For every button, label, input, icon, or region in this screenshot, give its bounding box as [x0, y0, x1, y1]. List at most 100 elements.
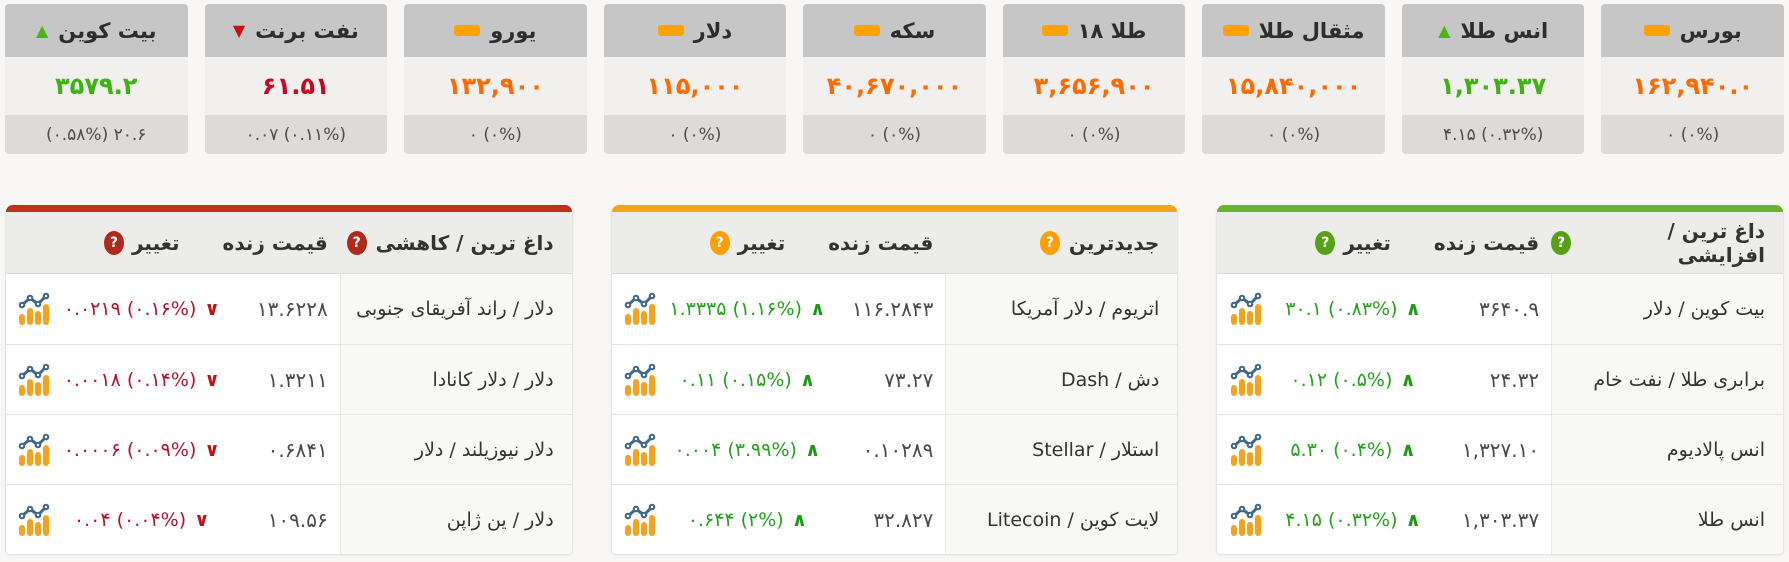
- instrument-name[interactable]: برابری طلا / نفت خام: [1551, 345, 1783, 414]
- mini-chart-icon[interactable]: [15, 433, 53, 467]
- mini-chart-icon[interactable]: [1227, 292, 1265, 326]
- table-row[interactable]: لایت کوین / Litecoin ۳۲.۸۲۷ ۰.۶۴۴ (۲%) ∧: [611, 484, 1178, 554]
- ticker-title: سکه: [803, 4, 986, 57]
- up-caret-icon: ∧: [799, 368, 816, 391]
- mini-chart-icon[interactable]: [15, 292, 53, 326]
- live-price: ۳۶۴۰.۹: [1479, 297, 1540, 321]
- table-title: داغ ترین / کاهشی: [375, 230, 554, 255]
- live-price: ۱۱۶.۲۸۴۳: [851, 297, 934, 321]
- column-header-live-price: قیمت زنده: [222, 230, 328, 255]
- mini-chart-icon[interactable]: [1227, 433, 1265, 467]
- ticker-value: ۶۱.۵۱: [204, 57, 388, 115]
- live-price: ۱,۳۰۳.۳۷: [1461, 507, 1540, 532]
- instrument-name[interactable]: اتریوم / دلار آمریکا: [945, 274, 1178, 344]
- change-cell: ۰.۱۱ (۰.۱۵%) ∧: [668, 369, 826, 391]
- instrument-name[interactable]: بیت کوین / دلار: [1551, 274, 1783, 344]
- ticker-value: ۱۶۲,۹۴۰.۰: [1601, 57, 1784, 115]
- change-value: ۰.۰۰۱۸ (۰.۱۴%): [63, 368, 197, 391]
- table-row[interactable]: دش / Dash ۷۳.۲۷ ۰.۱۱ (۰.۱۵%) ∧: [611, 344, 1178, 414]
- ticker-value: ۱۳۲,۹۰۰: [404, 57, 587, 115]
- mini-chart-icon[interactable]: [621, 363, 659, 397]
- change-cell: ۴.۱۵ (۰.۳۲%) ∧: [1274, 509, 1432, 531]
- change-cell: ۰.۰۰۴ (۳.۹۹%) ∧: [668, 439, 826, 461]
- instrument-name[interactable]: لایت کوین / Litecoin: [945, 485, 1178, 554]
- table-row[interactable]: اتریوم / دلار آمریکا ۱۱۶.۲۸۴۳ ۱.۳۳۳۵ (۱.…: [612, 274, 1178, 344]
- ticker-card-gold-18[interactable]: طلا ۱۸ ۳,۶۵۶,۹۰۰ ۰ (۰%): [1002, 4, 1186, 154]
- help-icon[interactable]: ?: [1315, 230, 1336, 255]
- table-row[interactable]: دلار نیوزیلند / دلار ۰.۶۸۴۱ ۰.۰۰۰۶ (۰.۰۹…: [5, 414, 572, 484]
- table-row[interactable]: استلار / Stellar ۰.۱۰۲۸۹ ۰.۰۰۴ (۳.۹۹%) ∧: [611, 414, 1178, 484]
- instrument-name[interactable]: استلار / Stellar: [945, 415, 1178, 484]
- up-caret-icon: ∧: [791, 508, 808, 531]
- table-newest: جدیدترین ? قیمت زنده تغییر ? اتریوم / دل…: [610, 205, 1179, 555]
- change-cell: ۵.۳۰ (۰.۴%) ∧: [1274, 439, 1432, 461]
- ticker-card-gold-mithqal[interactable]: مثقال طلا ۱۵,۸۴۰,۰۰۰ ۰ (۰%): [1202, 4, 1385, 154]
- ticker-change: ۰ (۰%): [1601, 115, 1784, 154]
- mini-chart-icon[interactable]: [1227, 363, 1265, 397]
- change-value: ۰.۰۴ (۰.۰۴%): [73, 508, 187, 531]
- table-row[interactable]: انس طلا ۱,۳۰۳.۳۷ ۴.۱۵ (۰.۳۲%) ∧: [1217, 484, 1783, 554]
- ticker-value: ۴۰,۶۷۰,۰۰۰: [803, 57, 986, 115]
- ticker-card-bourse[interactable]: بورس ۱۶۲,۹۴۰.۰ ۰ (۰%): [1601, 4, 1784, 154]
- dash-icon: [1041, 25, 1068, 36]
- table-row[interactable]: بیت کوین / دلار ۳۶۴۰.۹ ۳۰.۱ (۰.۸۳%) ∧: [1217, 274, 1783, 344]
- change-cell: ۱.۳۳۳۵ (۱.۱۶%) ∧: [668, 298, 826, 320]
- change-cell: ۰.۱۲ (۰.۵%) ∧: [1274, 369, 1432, 391]
- column-header-live-price: قیمت زنده: [1433, 230, 1540, 255]
- mini-chart-icon[interactable]: [621, 503, 659, 537]
- table-row[interactable]: دلار / ین ژاپن ۱۰۹.۵۶ ۰.۰۴ (۰.۰۴%) ∨: [5, 484, 572, 554]
- instrument-name[interactable]: دش / Dash: [945, 345, 1178, 414]
- instrument-name[interactable]: دلار / راند آفریقای جنوبی: [339, 274, 572, 344]
- change-cell: ۰.۰۰۱۸ (۰.۱۴%) ∨: [63, 369, 221, 391]
- mini-chart-icon[interactable]: [621, 433, 659, 467]
- up-caret-icon: ∧: [1405, 298, 1421, 320]
- table-row[interactable]: برابری طلا / نفت خام ۲۴.۳۲ ۰.۱۲ (۰.۵%) ∧: [1217, 344, 1783, 414]
- ticker-value: ۳۵۷۹.۲: [4, 57, 188, 115]
- instrument-name[interactable]: دلار / ین ژاپن: [339, 485, 572, 554]
- ticker-card-dollar[interactable]: دلار ۱۱۵,۰۰۰ ۰ (۰%): [603, 4, 787, 154]
- ticker-title: انس طلا ▲: [1401, 4, 1585, 57]
- up-triangle-icon: ▲: [1438, 20, 1451, 40]
- ticker-card-brent-oil[interactable]: نفت برنت ▼ ۶۱.۵۱ ۰.۰۷ (۰.۱۱%): [204, 4, 388, 154]
- ticker-card-gold-ounce[interactable]: انس طلا ▲ ۱,۳۰۳.۳۷ ۴.۱۵ (۰.۳۲%): [1401, 4, 1585, 154]
- mini-chart-icon[interactable]: [1227, 503, 1265, 537]
- ticker-label: یورو: [490, 18, 537, 43]
- mini-chart-icon[interactable]: [621, 292, 659, 326]
- ticker-card-bitcoin[interactable]: بیت کوین ▲ ۳۵۷۹.۲ (۰.۵۸%) ۲۰.۶: [4, 4, 188, 154]
- table-accent-bar: [1217, 205, 1783, 212]
- instrument-name[interactable]: دلار / دلار کانادا: [339, 345, 572, 414]
- change-value: ۳۰.۱ (۰.۸۳%): [1285, 298, 1398, 320]
- table-row[interactable]: دلار / دلار کانادا ۱.۳۲۱۱ ۰.۰۰۱۸ (۰.۱۴%)…: [5, 344, 572, 414]
- ticker-label: بورس: [1679, 18, 1742, 43]
- table-row[interactable]: دلار / راند آفریقای جنوبی ۱۳.۶۲۲۸ ۰.۰۲۱۹…: [6, 274, 572, 344]
- mini-chart-icon[interactable]: [15, 363, 53, 397]
- table-row[interactable]: انس پالادیوم ۱,۳۲۷.۱۰ ۵.۳۰ (۰.۴%) ∧: [1217, 414, 1783, 484]
- help-icon[interactable]: ?: [709, 230, 730, 255]
- ticker-label: نفت برنت: [255, 18, 359, 43]
- change-value: ۰.۰۰۴ (۳.۹۹%): [674, 438, 797, 461]
- ticker-change: ۴.۱۵ (۰.۳۲%): [1401, 115, 1585, 154]
- help-icon[interactable]: ?: [1551, 230, 1572, 255]
- ticker-card-coin[interactable]: سکه ۴۰,۶۷۰,۰۰۰ ۰ (۰%): [803, 4, 986, 154]
- ticker-value: ۳,۶۵۶,۹۰۰: [1002, 57, 1186, 115]
- instrument-name[interactable]: انس طلا: [1551, 485, 1783, 554]
- up-caret-icon: ∧: [810, 298, 826, 320]
- dash-icon: [657, 25, 684, 36]
- ticker-value: ۱,۳۰۳.۳۷: [1401, 57, 1585, 115]
- column-header-change: تغییر: [131, 230, 180, 255]
- instrument-name[interactable]: انس پالادیوم: [1551, 415, 1783, 484]
- change-cell: ۰.۰۰۰۶ (۰.۰۹%) ∨: [63, 439, 221, 461]
- mini-chart-icon[interactable]: [15, 503, 53, 537]
- ticker-card-euro[interactable]: یورو ۱۳۲,۹۰۰ ۰ (۰%): [404, 4, 587, 154]
- help-icon[interactable]: ?: [1039, 230, 1060, 255]
- down-caret-icon: ∨: [204, 438, 220, 461]
- ticker-change: ۰ (۰%): [1202, 115, 1385, 154]
- help-icon[interactable]: ?: [346, 230, 367, 255]
- live-price: ۰.۶۸۴۱: [267, 437, 328, 462]
- instrument-name[interactable]: دلار نیوزیلند / دلار: [339, 415, 572, 484]
- help-icon[interactable]: ?: [103, 230, 124, 255]
- down-caret-icon: ∨: [194, 508, 210, 531]
- change-value: ۵.۳۰ (۰.۴%): [1290, 438, 1393, 461]
- down-triangle-icon: ▼: [232, 20, 246, 40]
- ticker-label: سکه: [889, 18, 936, 43]
